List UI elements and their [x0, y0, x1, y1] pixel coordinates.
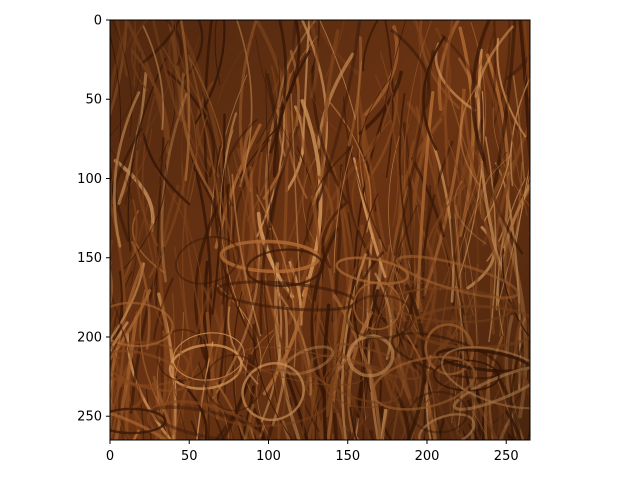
y-tick-label: 150 — [77, 251, 102, 266]
hair-strand — [547, 174, 572, 342]
x-tick-label: 100 — [256, 449, 281, 464]
y-tick-label: 0 — [94, 14, 102, 29]
x-tick-label: 0 — [106, 449, 114, 464]
axes-frame — [109, 19, 531, 441]
hair-photo — [60, 0, 582, 480]
hair-strand — [87, 294, 98, 357]
hair-strand — [535, 17, 538, 202]
hair-strand — [73, 287, 108, 480]
hair-strand — [538, 126, 582, 288]
hair-strand — [527, 97, 530, 107]
x-tick-label: 150 — [335, 449, 360, 464]
hair-strand — [110, 336, 112, 342]
y-tick-label: 250 — [77, 410, 102, 425]
hair-strand — [533, 0, 538, 106]
x-tick-label: 50 — [181, 449, 198, 464]
hair-strand — [60, 370, 91, 480]
hair-photo-shading — [110, 20, 530, 440]
hair-strand — [542, 73, 576, 175]
y-tick-label: 100 — [77, 172, 102, 187]
x-tick-label: 250 — [494, 449, 519, 464]
hair-strand — [532, 147, 574, 353]
hair-strand — [460, 433, 465, 440]
y-axis: 0 50 100 150 200 250 — [77, 14, 110, 425]
hair-strand — [544, 370, 554, 435]
y-tick-label: 50 — [85, 93, 102, 108]
hair-strand — [528, 230, 530, 238]
x-tick-label: 200 — [415, 449, 440, 464]
hair-strand — [540, 369, 582, 457]
hair-strand — [543, 141, 575, 203]
hair-strand — [542, 199, 556, 303]
x-axis: 0 50 100 150 200 250 — [106, 440, 519, 464]
y-tick-label: 200 — [77, 330, 102, 345]
hair-strand — [541, 369, 579, 480]
